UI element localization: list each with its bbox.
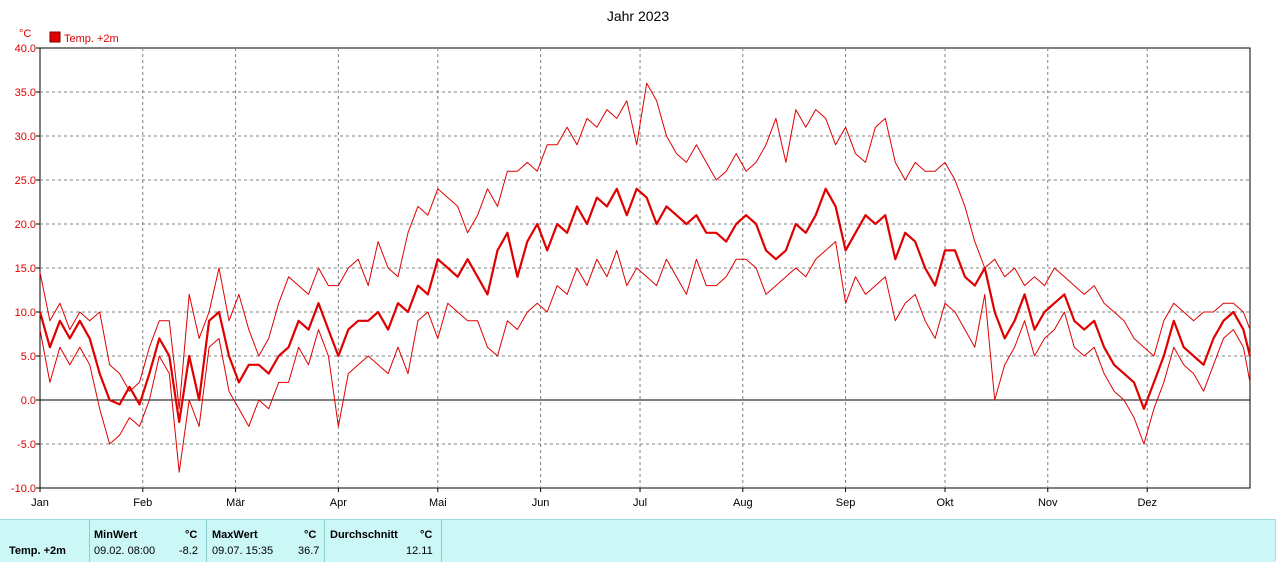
series-line-avg [38,187,1252,424]
max-header: MaxWert [212,529,258,541]
x-tick-label: Mai [429,497,447,509]
stats-label-cell: Temp. +2m [0,520,90,562]
max-datetime: 09.07. 15:35 [212,545,274,557]
y-tick-label: -10.0 [11,483,36,495]
legend-swatch [49,31,61,43]
chart-title: Jahr 2023 [607,8,669,24]
y-tick-label: 40.0 [15,43,36,55]
temperature-chart: Jahr 2023 °C Temp. +2m -10.0 -5.0 0.0 5.0 10… [11,8,1252,509]
x-tick-label: Apr [330,497,347,509]
y-axis: -10.0 -5.0 0.0 5.0 10.0 15.0 20.0 25.0 30.0 35.0 4… [11,43,40,495]
y-axis-unit: °C [19,28,31,40]
legend-label: Temp. +2m [64,33,119,45]
x-axis: Jan Feb Mär Apr Mai Jun Jul Aug Sep Okt Nov Dez [31,488,1157,509]
min-header: MinWert [94,529,138,541]
x-tick-label: Mär [226,497,245,509]
x-tick-label: Dez [1137,497,1157,509]
avg-cell: Durchschnitt °C 12.11 [324,520,442,562]
min-datetime: 09.02. 08:00 [94,545,156,557]
stats-row-label: Temp. +2m [9,545,66,557]
avg-value: 12.11 [406,545,433,557]
y-tick-label: 0.0 [21,395,36,407]
x-tick-label: Nov [1038,497,1058,509]
x-tick-label: Jan [31,497,49,509]
series-group [38,82,1252,473]
x-tick-label: Jun [532,497,550,509]
y-tick-label: 25.0 [15,175,36,187]
max-cell: MaxWert °C 09.07. 15:35 36.7 [206,520,325,562]
y-tick-label: 30.0 [15,131,36,143]
max-unit: °C [304,529,317,541]
series-line-min [39,241,1251,473]
y-tick-label: -5.0 [17,439,36,451]
x-tick-label: Sep [836,497,856,509]
series-line-max [39,82,1251,410]
avg-unit: °C [420,529,433,541]
scrollbar[interactable] [1275,519,1280,561]
y-tick-label: 20.0 [15,219,36,231]
min-unit: °C [185,529,198,541]
stats-panel: Temp. +2m MinWert °C 09.02. 08:00 -8.2 M… [0,519,1275,562]
x-tick-label: Aug [733,497,753,509]
x-tick-label: Okt [936,497,953,509]
min-value: -8.2 [179,545,198,557]
max-value: 36.7 [298,545,320,557]
y-tick-label: 35.0 [15,87,36,99]
x-tick-label: Feb [133,497,152,509]
avg-header: Durchschnitt [330,529,398,541]
y-tick-label: 5.0 [21,351,36,363]
grid-lines [40,48,1250,488]
x-tick-label: Jul [633,497,647,509]
min-cell: MinWert °C 09.02. 08:00 -8.2 [89,520,207,562]
y-tick-label: 10.0 [15,307,36,319]
y-tick-label: 15.0 [15,263,36,275]
